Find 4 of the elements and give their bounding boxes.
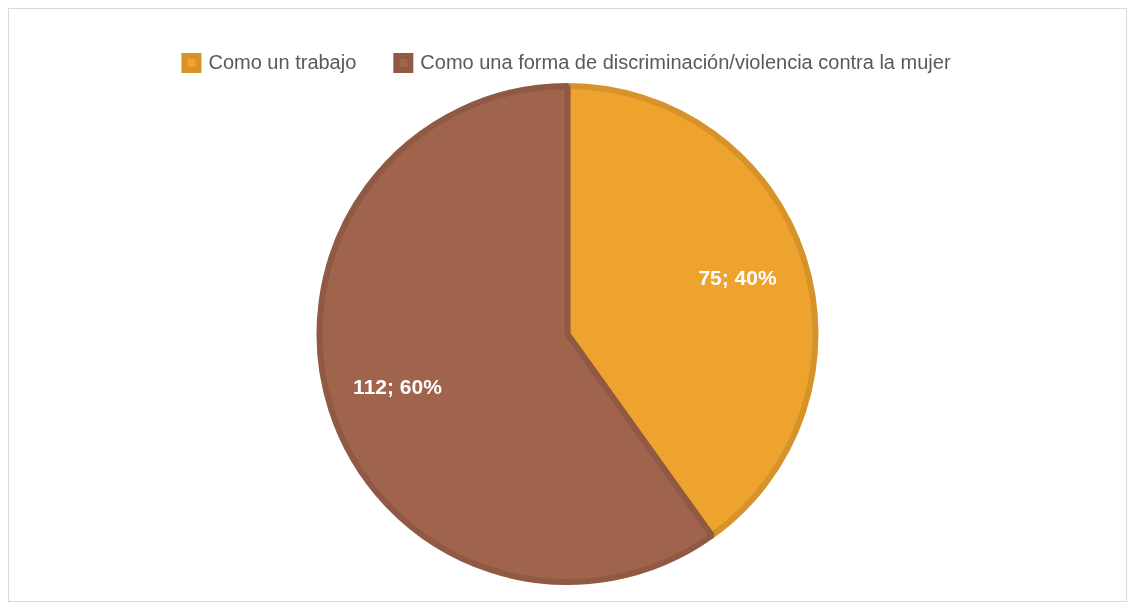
legend-label: Como una forma de discriminación/violencia contra la mujer <box>420 50 951 73</box>
data-label: 112; 60% <box>353 375 443 399</box>
legend-label: Como un trabajo <box>208 50 357 73</box>
data-label: 75; 40% <box>698 266 777 290</box>
